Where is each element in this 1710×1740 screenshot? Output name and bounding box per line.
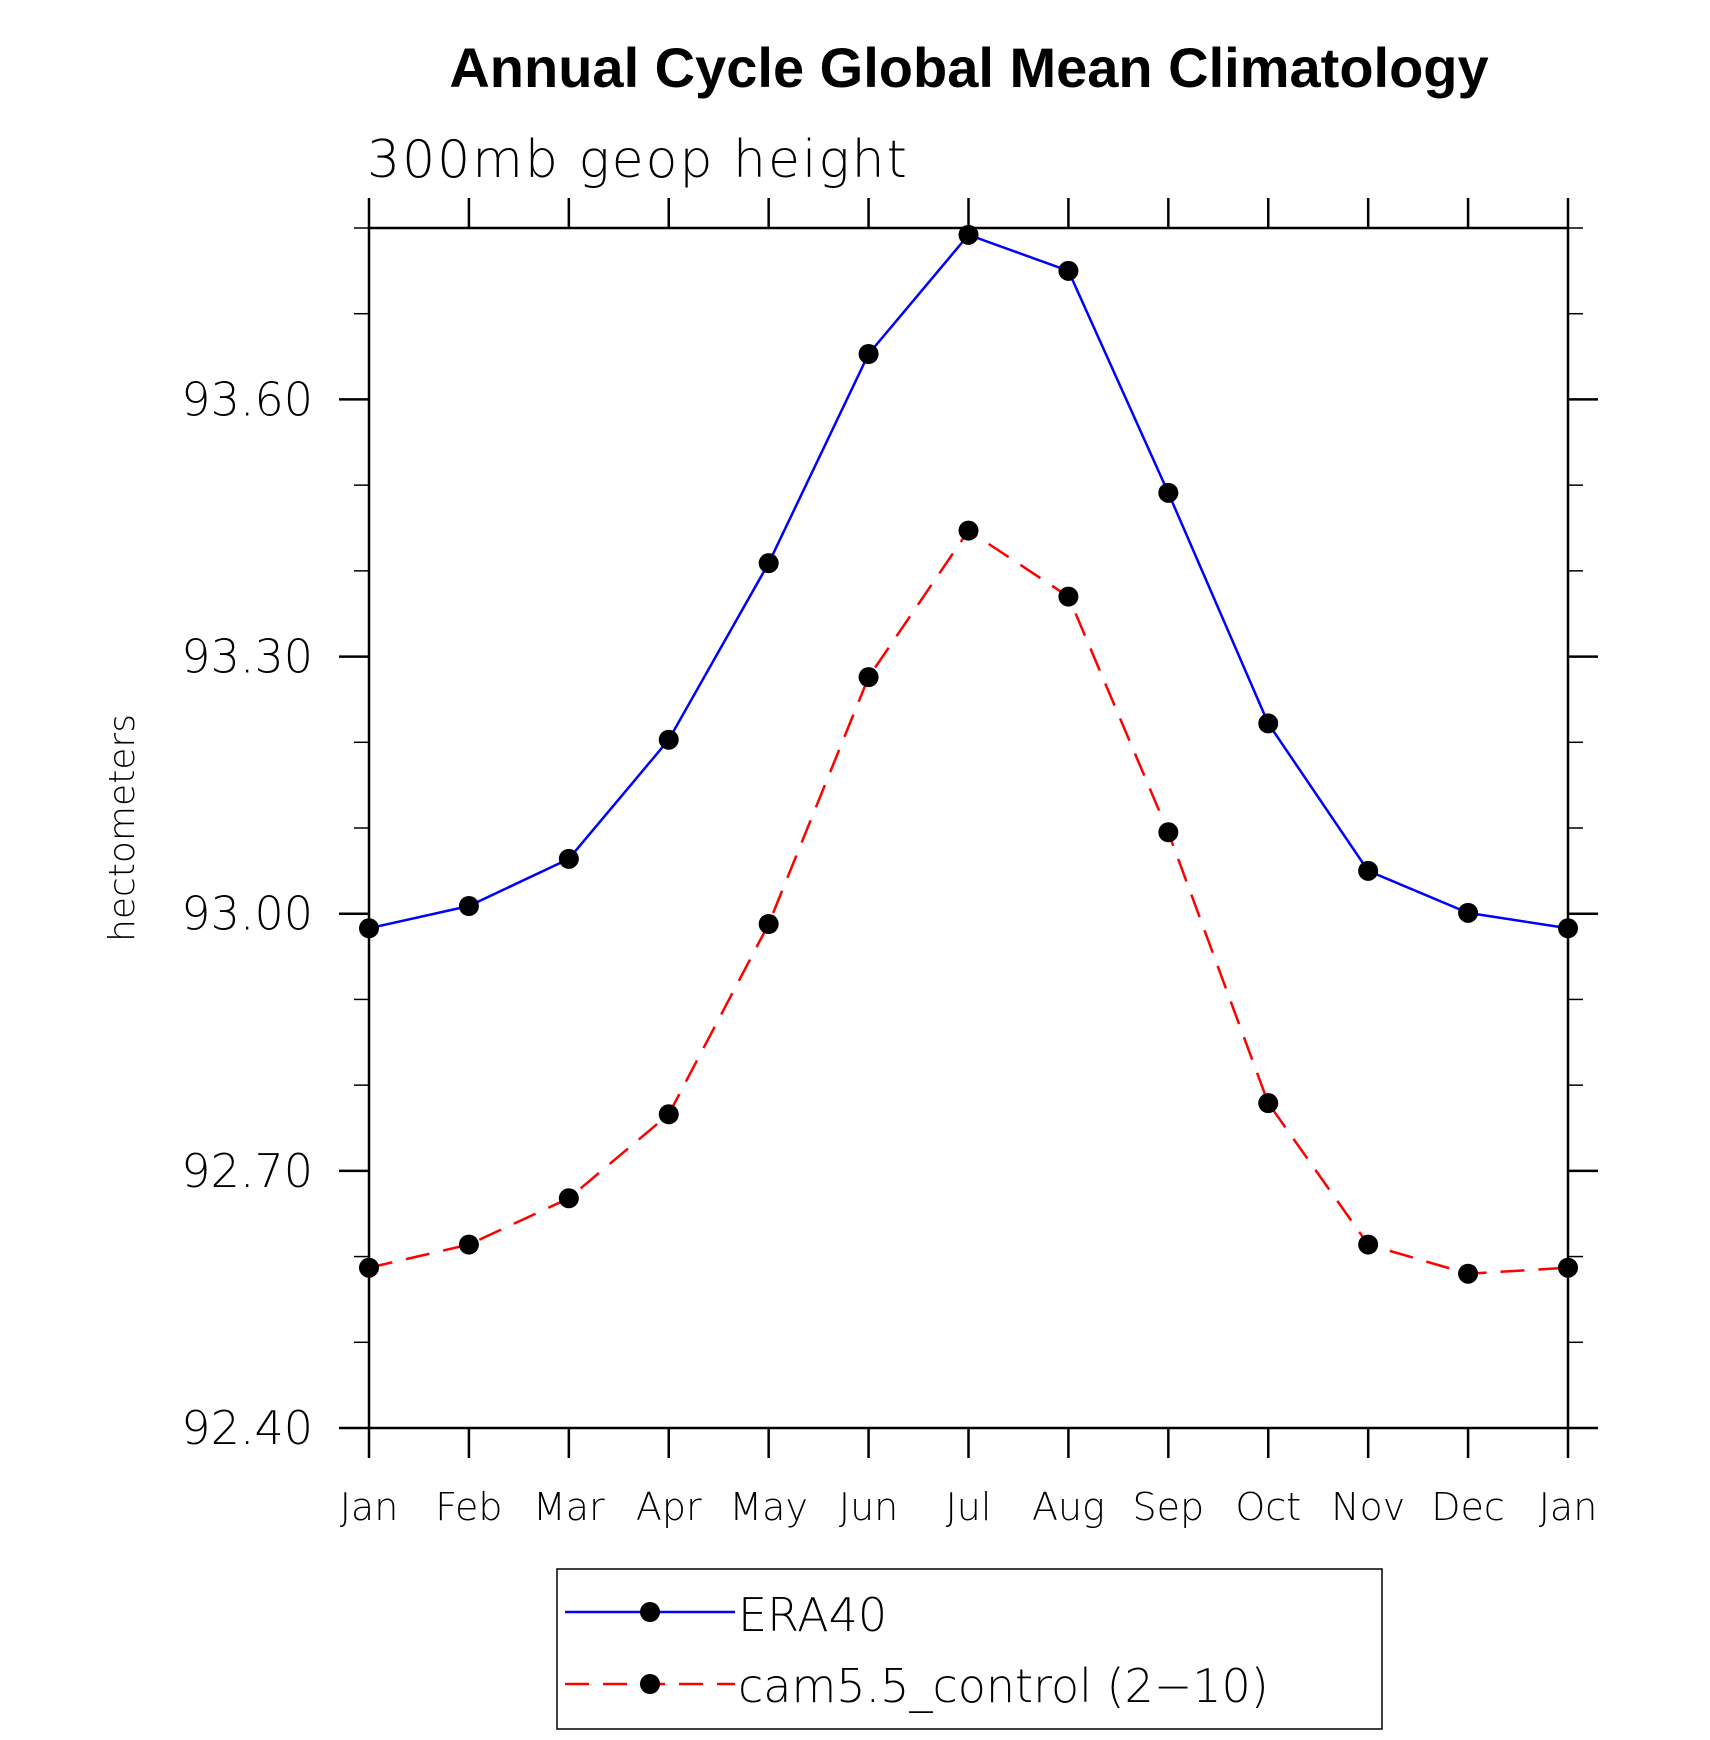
series-point-1 [1158,822,1179,843]
x-tick-label: Sep [1133,1485,1205,1529]
series-point-1 [359,1257,379,1278]
series-point-0 [1058,260,1079,281]
legend-marker-0 [640,1602,660,1622]
chart-subtitle: 300mb geop height [367,130,909,190]
series-point-1 [1258,1093,1279,1114]
y-tick-label: 93.00 [181,887,313,941]
series-point-0 [359,918,379,939]
series-point-1 [1558,1257,1578,1278]
series-point-0 [558,848,579,869]
x-tick-label: Aug [1032,1485,1105,1529]
series-point-0 [758,553,779,574]
series-point-0 [1358,860,1379,881]
legend-box [556,1568,1383,1730]
x-tick-label: Jan [340,1485,399,1529]
y-tick-label: 93.60 [181,372,313,426]
y-tick-label: 92.70 [181,1144,313,1198]
x-tick-label: Jul [946,1485,992,1529]
axes-layer: Jan Feb Mar Apr May Jun Jul Aug Sep Oct Nov Dec Jan 9… [181,198,1598,1529]
chart-title: Annual Cycle Global Mean Climatology [449,36,1488,99]
series-point-0 [458,896,479,916]
series-point-0 [658,729,679,750]
series-point-1 [858,667,879,688]
series-point-1 [758,914,779,934]
series-point-0 [1558,918,1578,939]
x-tick-label: Apr [636,1485,702,1529]
series-point-1 [1058,586,1079,607]
series-point-1 [1358,1234,1379,1255]
x-tick-label: Oct [1235,1485,1301,1529]
legend-label-era40: ERA40 [738,1588,887,1642]
series-line-0 [368,233,1569,930]
series-point-1 [458,1234,479,1255]
x-tick-label: Mar [533,1485,605,1529]
series-line-1 [368,528,1569,1275]
legend-label-cam5: cam5.5_control (2−10) [738,1659,1269,1713]
y-tick-label: 92.40 [181,1401,313,1455]
y-axis-label: hectometers [102,714,143,942]
series-layer [359,224,1578,1284]
series-point-1 [1458,1263,1479,1284]
x-tick-label: Jun [839,1485,898,1529]
series-point-0 [958,224,979,245]
series-point-1 [958,520,979,541]
series-point-0 [1158,482,1179,503]
legend-marker-1 [640,1674,660,1694]
legend: ERA40 cam5.5_control (2−10) [556,1568,1383,1730]
x-tick-label: May [729,1485,808,1529]
series-point-0 [858,344,879,364]
x-tick-label: Nov [1331,1485,1405,1529]
x-tick-label: Jan [1539,1485,1598,1529]
series-point-0 [1458,902,1479,923]
x-tick-label: Feb [435,1485,502,1529]
series-point-1 [558,1188,579,1209]
x-tick-label: Dec [1431,1485,1505,1529]
plot-frame [367,226,1570,1430]
series-point-1 [658,1104,679,1125]
y-tick-label: 93.30 [181,630,313,684]
series-point-0 [1258,713,1279,734]
